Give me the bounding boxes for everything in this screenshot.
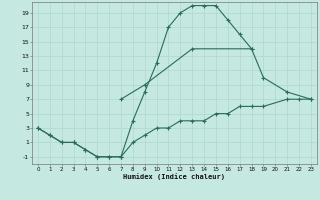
X-axis label: Humidex (Indice chaleur): Humidex (Indice chaleur): [124, 173, 225, 180]
